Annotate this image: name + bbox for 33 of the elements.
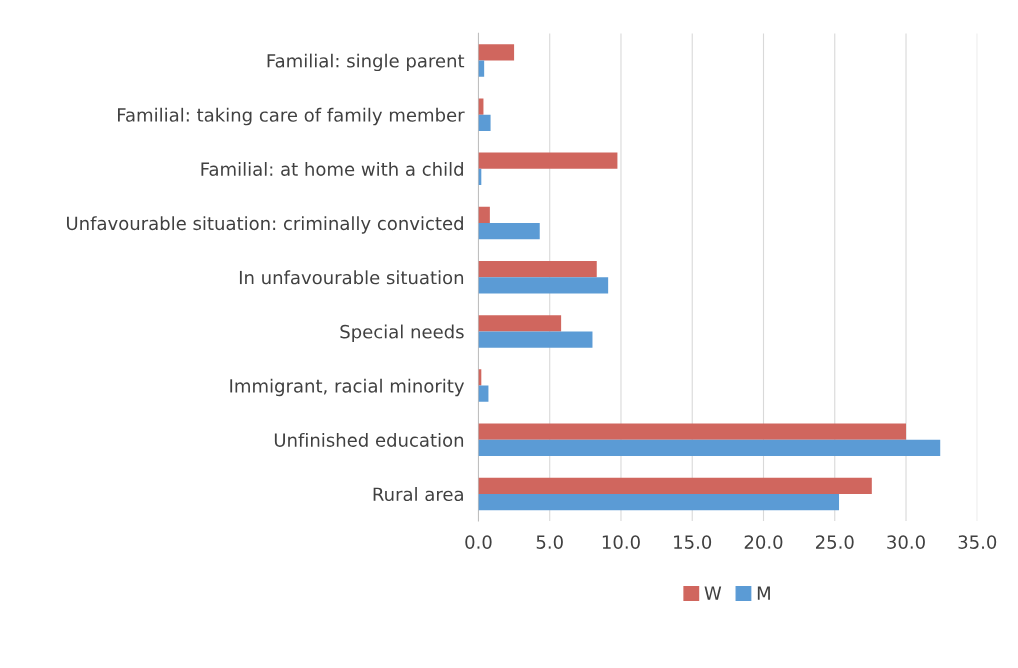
bar bbox=[478, 223, 540, 240]
bar bbox=[478, 152, 618, 169]
y-tick-label: Unfavourable situation: criminally convicted bbox=[67, 216, 463, 234]
y-tick-label: Unfinished education bbox=[274, 432, 464, 447]
y-tick-label: Rural area bbox=[373, 487, 463, 502]
bar bbox=[478, 44, 515, 61]
y-tick-label: Special needs bbox=[340, 324, 464, 343]
bar bbox=[478, 114, 491, 131]
x-tick-label: 0.0 bbox=[465, 535, 492, 549]
bar bbox=[478, 331, 593, 348]
x-tick-label: 10.0 bbox=[602, 535, 640, 549]
x-tick-label: 20.0 bbox=[744, 535, 783, 549]
legend-label: W bbox=[704, 586, 722, 600]
bar bbox=[478, 60, 485, 77]
x-tick-label: 5.0 bbox=[536, 535, 563, 549]
x-tick-label: 35.0 bbox=[958, 535, 997, 549]
bar bbox=[478, 315, 562, 332]
bar bbox=[478, 439, 941, 457]
bar bbox=[478, 423, 907, 440]
y-tick-label: Familial: single parent bbox=[267, 53, 465, 72]
bar bbox=[478, 277, 609, 294]
y-tick-label: Familial: taking care of family member bbox=[118, 107, 465, 126]
bar bbox=[478, 477, 872, 494]
x-tick-label: 15.0 bbox=[674, 535, 712, 549]
legend-label: M bbox=[757, 586, 770, 600]
x-tick-label: 25.0 bbox=[815, 535, 854, 549]
bar bbox=[478, 206, 490, 224]
bar bbox=[478, 260, 597, 278]
y-tick-label: Immigrant, racial minority bbox=[230, 378, 465, 397]
y-tick-label: Familial: at home with a child bbox=[201, 162, 463, 176]
x-tick-label: 30.0 bbox=[887, 535, 925, 549]
y-tick-label: In unfavourable situation bbox=[239, 270, 464, 285]
bar bbox=[478, 493, 840, 511]
